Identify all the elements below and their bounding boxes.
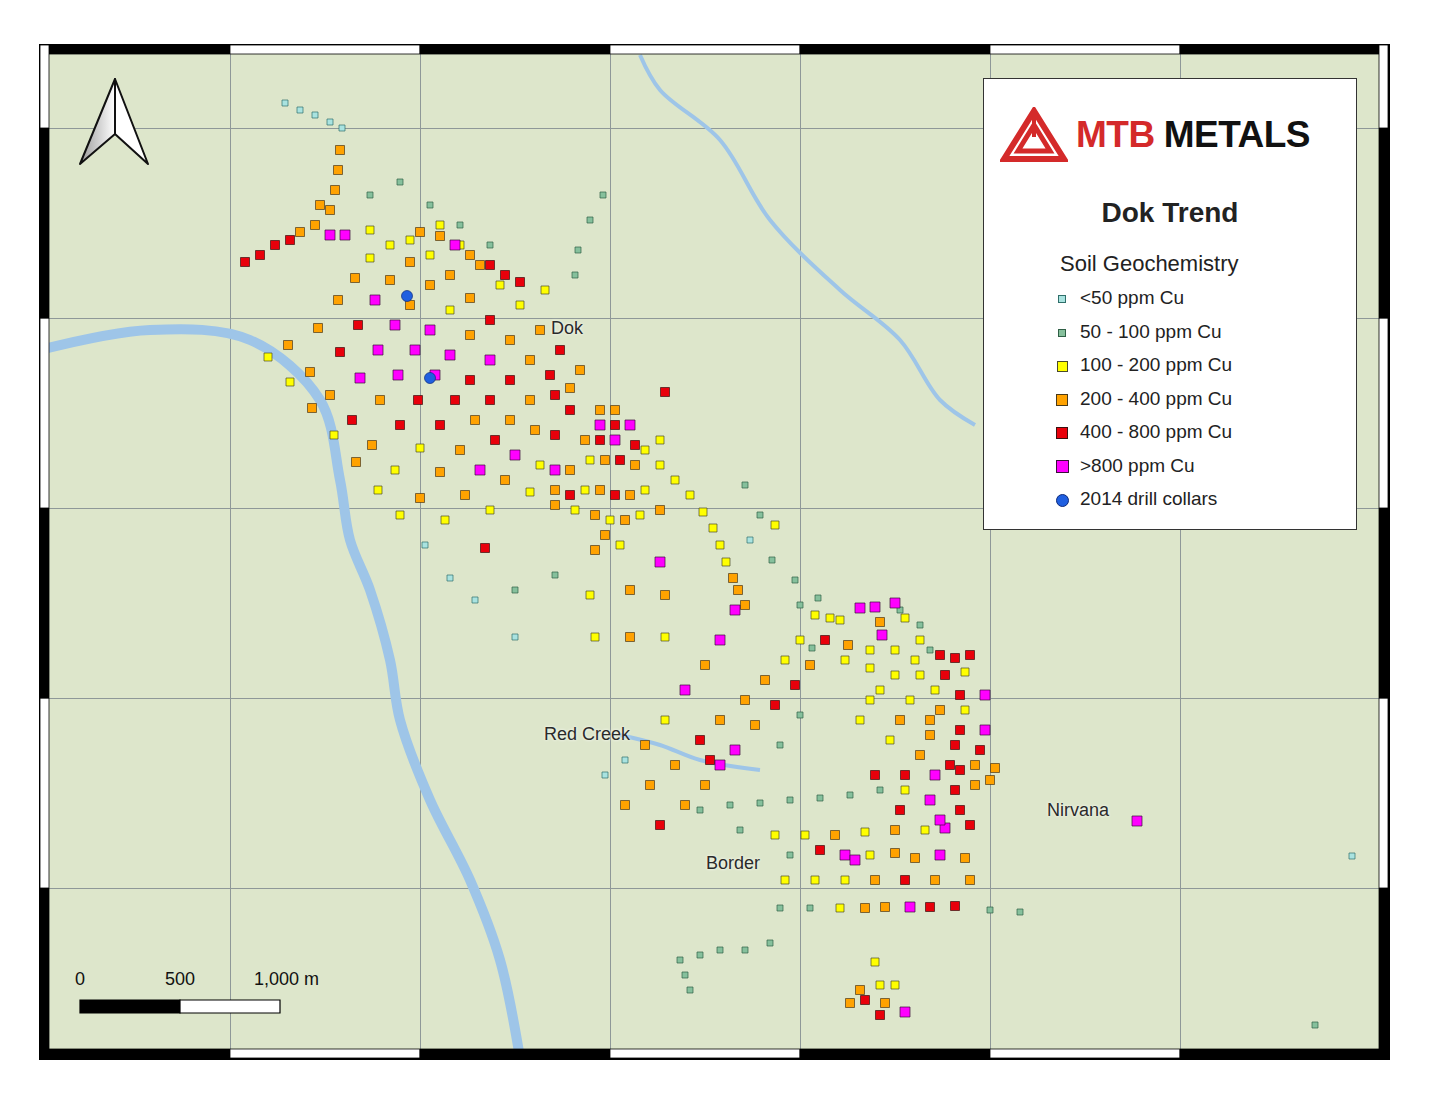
html-text:MTB METALS: MTB METALS: [1076, 114, 1310, 155]
html-text:Soil Geochemistry: Soil Geochemistry: [1060, 251, 1239, 276]
html-text:400 - 800 ppm Cu: 400 - 800 ppm Cu: [1080, 421, 1233, 442]
html-text:2014 drill collars: 2014 drill collars: [1080, 488, 1218, 509]
html-text:>800 ppm Cu: >800 ppm Cu: [1080, 454, 1195, 476]
html-text:<50 ppm Cu: <50 ppm Cu: [1080, 287, 1184, 308]
svg-text:1,000 m: 1,000 m: [254, 969, 319, 989]
svg-text:Border: Border: [706, 853, 760, 873]
html-text:100 - 200 ppm Cu: 100 - 200 ppm Cu: [1080, 354, 1233, 375]
html-text:50 - 100 ppm Cu: 50 - 100 ppm Cu: [1080, 320, 1222, 342]
svg-text:500: 500: [165, 969, 195, 989]
svg-text:Nirvana: Nirvana: [1047, 800, 1110, 820]
html-text:200 - 400 ppm Cu: 200 - 400 ppm Cu: [1080, 387, 1233, 409]
svg-text:Dok: Dok: [551, 318, 584, 338]
html-text:Dok Trend: Dok Trend: [1101, 197, 1239, 228]
svg-text:0: 0: [75, 969, 85, 989]
svg-text:Red Creek: Red Creek: [544, 724, 631, 744]
